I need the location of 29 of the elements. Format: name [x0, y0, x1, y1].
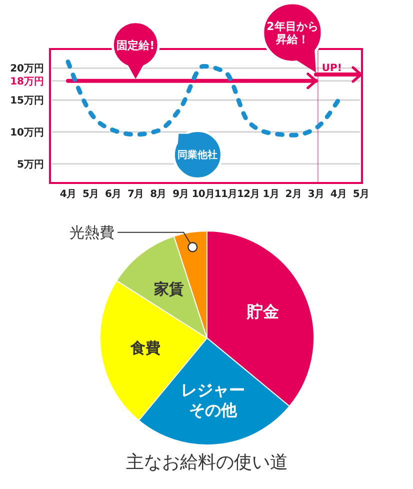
x-tick-label: 11月: [214, 189, 238, 200]
slice-label: レジャーその他: [180, 380, 245, 420]
y-tick-label: 15万円: [10, 96, 44, 107]
x-tick-label: 12月: [236, 189, 260, 200]
x-tick-label: 4月: [330, 189, 347, 200]
slice-label: 食費: [130, 338, 161, 357]
x-tick-label: 8月: [150, 189, 166, 200]
x-tick-label: 10月: [192, 189, 215, 200]
y-tick-label: 10万円: [10, 127, 44, 138]
x-tick-label: 5月: [352, 189, 370, 200]
x-tick-label: 6月: [104, 189, 122, 200]
x-tick-label: 4月: [60, 189, 76, 200]
x-tick-label: 9月: [172, 189, 189, 200]
slice-label: 光熱費: [70, 224, 115, 242]
legend-label: 同業他社: [178, 149, 218, 162]
y-tick-label: 20万円: [10, 64, 44, 75]
annotation: 2年目から昇給！: [266, 20, 318, 46]
x-tick-label: 2月: [285, 189, 302, 200]
line-series: [66, 60, 341, 138]
y-tick-label: 18万円: [10, 76, 44, 88]
slice-label: 家賃: [152, 280, 184, 298]
x-tick-label: 5月: [82, 189, 99, 200]
slice-label: 貯金: [246, 302, 280, 322]
y-tick-label: 5万円: [17, 159, 44, 170]
x-tick-label: 3月: [308, 189, 324, 200]
x-tick-label: 7月: [128, 189, 144, 200]
annotation: 固定給!: [116, 38, 155, 52]
x-tick-label: 1月: [262, 189, 279, 200]
text: 主なお給料の使い道: [126, 452, 288, 473]
